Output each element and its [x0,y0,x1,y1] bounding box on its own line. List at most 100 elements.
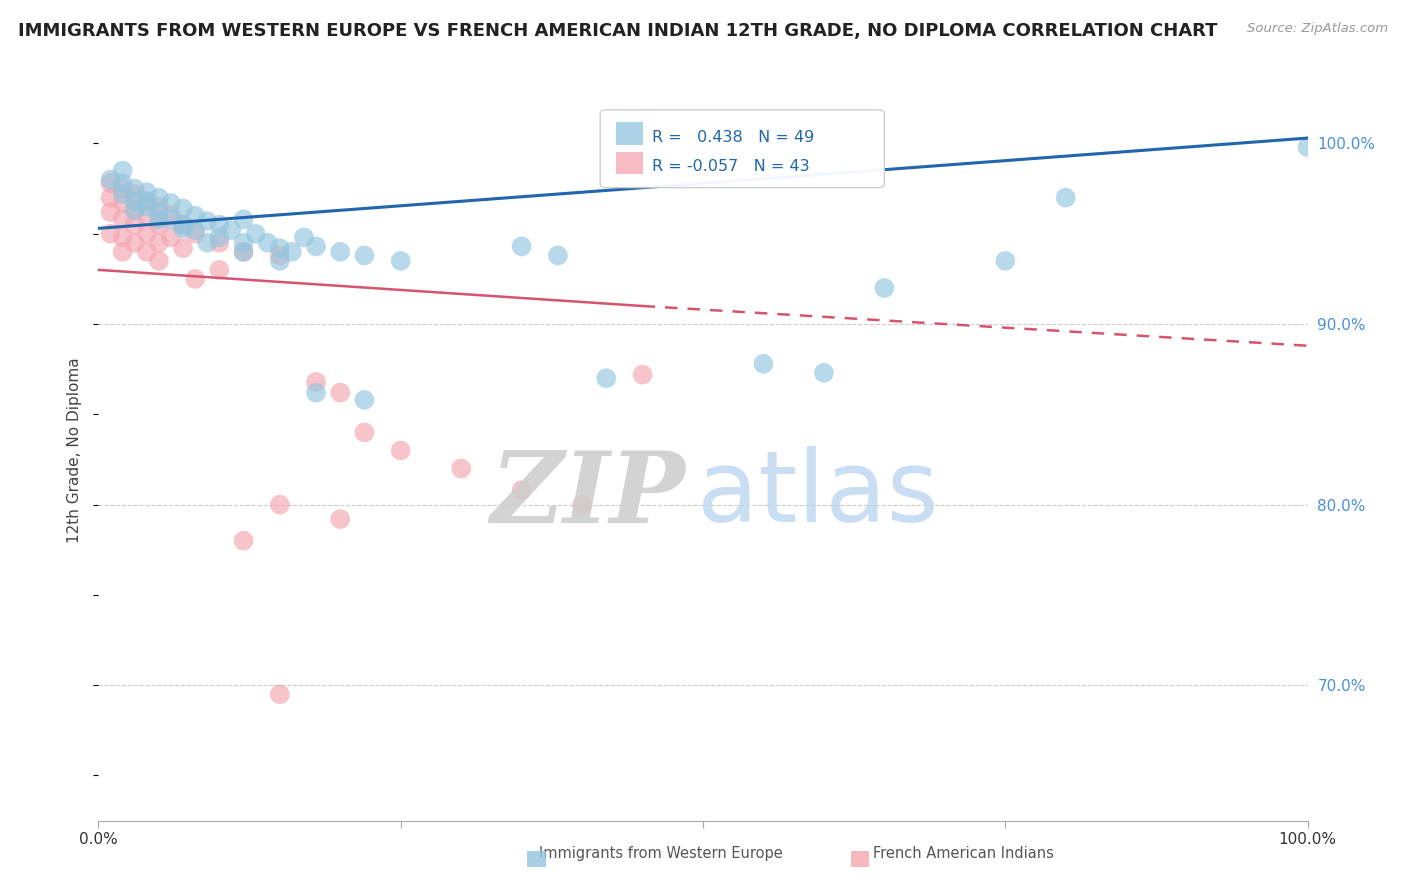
Point [124,235,146,250]
Point [813,366,835,380]
Point [353,392,375,407]
Point [100,205,122,219]
Point [329,512,352,526]
Point [111,230,134,244]
Point [124,187,146,202]
Point [148,253,170,268]
Point [353,425,375,440]
Point [148,205,170,219]
Point [245,227,267,241]
Point [329,244,352,259]
Point [148,191,170,205]
Point [752,357,775,371]
Point [124,194,146,209]
Point [1296,140,1319,154]
Point [111,244,134,259]
Point [208,218,231,232]
Point [160,230,183,244]
Point [305,375,328,389]
Y-axis label: 12th Grade, No Diploma: 12th Grade, No Diploma [67,358,83,543]
Point [111,212,134,227]
Point [269,498,291,512]
Point [135,227,157,241]
Point [135,194,157,209]
Text: ZIP: ZIP [489,447,685,543]
Text: R =   0.438   N = 49: R = 0.438 N = 49 [652,130,814,145]
Point [172,218,194,232]
Point [195,235,218,250]
Point [631,368,654,382]
Point [329,385,352,400]
Point [111,187,134,202]
Point [100,227,122,241]
Point [389,253,412,268]
Point [232,212,254,227]
Point [100,176,122,190]
Point [124,203,146,218]
Point [160,209,183,223]
Point [281,244,304,259]
Point [353,248,375,262]
Point [135,244,157,259]
Point [111,176,134,190]
Point [305,385,328,400]
Point [389,443,412,458]
Point [111,181,134,195]
Point [305,239,328,253]
Point [124,181,146,195]
Point [184,272,207,286]
Point [160,196,183,211]
Point [184,227,207,241]
Point [100,191,122,205]
FancyBboxPatch shape [600,110,884,187]
Point [172,241,194,255]
Point [111,163,134,178]
Point [232,244,254,259]
Point [256,235,278,250]
Point [221,223,243,237]
Text: Immigrants from Western Europe: Immigrants from Western Europe [538,847,783,861]
Point [208,230,231,244]
Point [269,241,291,255]
Point [232,244,254,259]
Point [111,196,134,211]
Point [135,194,157,209]
Point [160,212,183,227]
Point [135,186,157,200]
Point [100,172,122,186]
Text: Source: ZipAtlas.com: Source: ZipAtlas.com [1247,22,1388,36]
Text: French American Indians: French American Indians [873,847,1053,861]
Point [172,202,194,216]
Point [184,223,207,237]
Bar [616,122,643,145]
Point [135,200,157,214]
Point [292,230,315,244]
Text: atlas: atlas [697,446,939,543]
Point [269,253,291,268]
Text: R = -0.057   N = 43: R = -0.057 N = 43 [652,160,810,175]
Point [148,235,170,250]
Point [510,239,533,253]
Point [148,218,170,232]
Point [269,248,291,262]
Point [994,253,1017,268]
Point [269,687,291,701]
Point [184,209,207,223]
Point [135,209,157,223]
Text: IMMIGRANTS FROM WESTERN EUROPE VS FRENCH AMERICAN INDIAN 12TH GRADE, NO DIPLOMA : IMMIGRANTS FROM WESTERN EUROPE VS FRENCH… [18,22,1218,40]
Point [595,371,617,385]
Point [450,461,472,475]
Point [208,263,231,277]
Point [510,483,533,498]
Point [208,235,231,250]
Point [148,200,170,214]
Point [547,248,569,262]
Point [148,212,170,227]
Point [172,218,194,232]
Point [124,218,146,232]
Point [232,533,254,548]
Point [1054,191,1077,205]
Point [172,221,194,235]
Point [232,235,254,250]
Point [571,498,593,512]
